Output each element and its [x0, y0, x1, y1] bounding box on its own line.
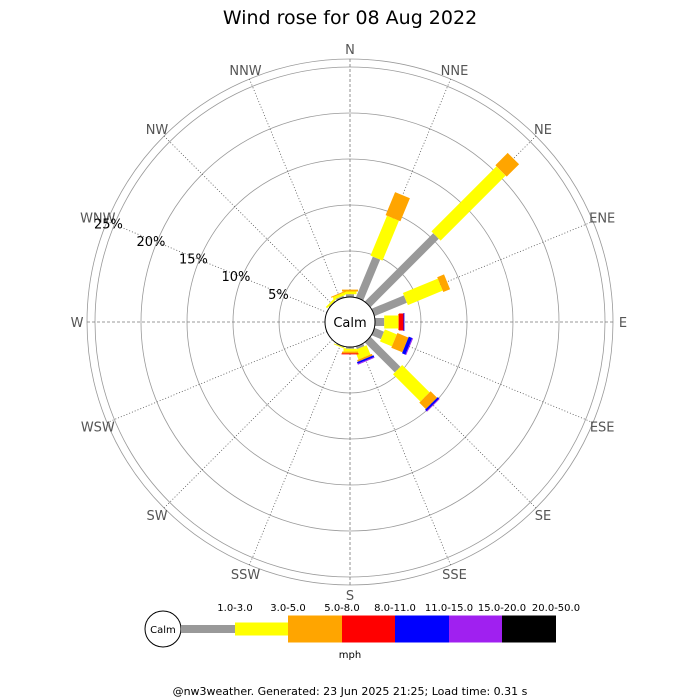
direction-label-wnw: WNW	[80, 212, 116, 227]
direction-label-sw: SW	[146, 509, 167, 524]
bar-ene-bin-1	[371, 295, 407, 317]
bar-nne-bin-3	[385, 192, 410, 222]
bar-ne-bin-3	[495, 152, 520, 177]
bar-s-bin-3	[342, 351, 358, 354]
spoke-ssw	[249, 344, 341, 566]
chart-title: Wind rose for 08 Aug 2022	[223, 7, 477, 29]
spoke-nw	[163, 135, 333, 305]
calm-center: Calm	[324, 296, 376, 348]
direction-label-n: N	[345, 43, 355, 58]
bar-se-bin-5	[425, 397, 440, 412]
legend-label-4: 8.0-11.0	[374, 603, 416, 614]
legend-swatch-3	[288, 615, 342, 643]
percent-label-20: 20%	[136, 235, 165, 250]
bar-e-bin-1	[375, 318, 385, 326]
direction-label-s: S	[346, 589, 354, 604]
percent-labels: 5% 10% 15% 20% 25%	[94, 217, 289, 302]
calm-circle	[324, 296, 376, 348]
bar-ssw-bin-2	[333, 343, 347, 350]
bar-s-bin-2	[343, 348, 357, 352]
bar-n-bin-3	[342, 289, 358, 292]
bar-se-bin-3	[419, 391, 438, 410]
bar-nnw-bin-3	[330, 290, 347, 298]
legend-swatch-7	[502, 615, 556, 643]
legend-unit: mph	[339, 650, 361, 661]
direction-label-wsw: WSW	[81, 421, 115, 436]
wind-bars	[325, 152, 520, 412]
direction-labels: N NNE NE ENE E ESE SE SSE S SSW SW WSW W WNW NW NNW	[71, 43, 628, 604]
direction-label-ne: NE	[534, 123, 552, 138]
direction-label-nw: NW	[146, 123, 169, 138]
bar-sse-bin-2	[354, 345, 371, 360]
bar-e-bin-3	[398, 314, 399, 330]
legend-swatch-5	[395, 615, 449, 643]
percent-label-10: 10%	[221, 270, 250, 285]
calm-label: Calm	[333, 316, 366, 331]
spoke-sw	[163, 339, 333, 509]
spoke-nnw	[249, 78, 341, 300]
bar-se-bin-2	[393, 365, 430, 402]
legend-swatch-6	[449, 615, 502, 643]
legend-label-5: 11.0-15.0	[425, 603, 473, 614]
spoke-sse	[359, 344, 451, 566]
legend-label-2: 3.0-5.0	[270, 603, 305, 614]
legend-label-7: 20.0-50.0	[532, 603, 580, 614]
bar-sse-bin-6	[357, 357, 375, 365]
legend: Calm 1.0-3.0 3.0-5.0 5.0-8.0 8.0-11.0 11.0-1…	[144, 603, 580, 661]
direction-label-w: W	[71, 316, 84, 331]
bar-ese-bin-6	[405, 338, 414, 355]
legend-label-1: 1.0-3.0	[217, 603, 252, 614]
bar-ne-bin-1	[364, 233, 439, 308]
bar-ese-bin-1	[371, 327, 384, 340]
bar-sse-bin-5	[356, 355, 375, 364]
percent-label-15: 15%	[179, 253, 208, 268]
footer-text: @nw3weather. Generated: 23 Jun 2025 21:2…	[173, 685, 528, 698]
bar-e-bin-2	[384, 315, 398, 329]
legend-swatch-4	[342, 615, 395, 643]
bar-nnw-bin-2	[332, 292, 346, 300]
direction-label-ssw: SSW	[231, 568, 261, 583]
legend-swatch-2	[235, 622, 288, 636]
bar-nw-bin-2	[325, 297, 337, 309]
percent-label-25: 25%	[94, 217, 123, 232]
bar-se-bin-1	[364, 336, 401, 373]
bar-ene-bin-3	[437, 274, 451, 292]
bar-s-bin-1	[346, 347, 354, 349]
legend-calm-label: Calm	[150, 625, 176, 636]
bar-se-bin-6	[426, 398, 440, 412]
spoke-wnw	[106, 221, 328, 313]
bar-ese-bin-2	[380, 329, 397, 347]
direction-label-sse: SSE	[442, 568, 467, 583]
direction-label-nne: NNE	[441, 64, 469, 79]
bar-e-bin-4	[398, 313, 404, 331]
legend-swatch-1	[181, 625, 235, 633]
bar-ese-bin-5	[402, 336, 413, 355]
bar-ese-bin-3	[391, 333, 409, 353]
legend-label-3: 5.0-8.0	[324, 603, 359, 614]
bar-sse-bin-3	[357, 353, 373, 362]
bar-nne-bin-2	[370, 215, 399, 261]
direction-label-ese: ESE	[590, 421, 615, 436]
spoke-ese	[372, 331, 594, 423]
spoke-wsw	[106, 331, 328, 423]
bar-e-bin-5	[403, 313, 405, 331]
legend-label-6: 15.0-20.0	[478, 603, 526, 614]
bar-nne-bin-1	[355, 256, 381, 301]
bar-n-bin-1	[346, 294, 354, 297]
ring-20	[140, 112, 560, 532]
direction-label-ene: ENE	[589, 212, 615, 227]
direction-label-nnw: NNW	[229, 64, 261, 79]
bar-s-bin-4	[341, 353, 359, 355]
bar-ne-bin-2	[431, 166, 506, 241]
direction-spokes	[87, 59, 613, 585]
direction-label-e: E	[619, 316, 627, 331]
bar-nnw-bin-1	[336, 295, 345, 301]
bar-n-bin-2	[343, 291, 357, 295]
direction-label-se: SE	[535, 509, 551, 524]
percent-label-5: 5%	[268, 288, 289, 303]
bar-sse-bin-1	[355, 343, 365, 350]
bar-ene-bin-2	[402, 278, 443, 306]
